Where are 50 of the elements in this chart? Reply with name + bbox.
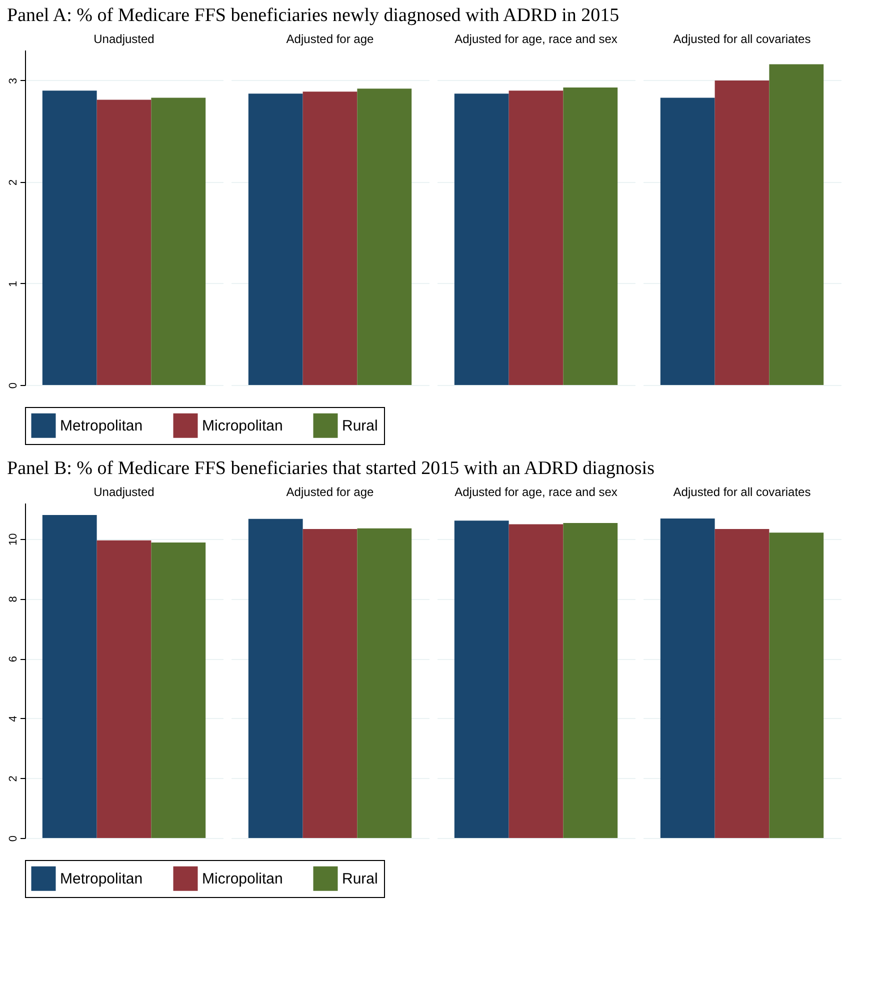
x-tick-label: Unadjusted (94, 32, 154, 46)
y-tick-label: 0 (8, 382, 20, 389)
legend-label: Rural (342, 418, 378, 435)
bar (769, 532, 824, 838)
x-tick-label: Adjusted for age (286, 485, 374, 499)
bar (563, 523, 618, 838)
x-tick-label: Adjusted for age (286, 32, 374, 46)
x-tick-label: Adjusted for all covariates (673, 32, 811, 46)
bar (96, 100, 152, 385)
bar (660, 518, 715, 838)
y-tick-label: 6 (8, 656, 20, 662)
bar (769, 64, 824, 385)
bar (660, 98, 715, 385)
bar (454, 520, 509, 838)
x-tick-label: Adjusted for age, race and sex (454, 32, 618, 46)
bar (508, 90, 564, 385)
bar (151, 98, 206, 385)
y-tick-label: 4 (8, 716, 20, 722)
y-tick-label: 8 (8, 596, 20, 602)
y-tick-label: 1 (8, 280, 20, 288)
bar (563, 88, 618, 385)
x-tick-label: Unadjusted (94, 485, 154, 499)
y-tick-label: 2 (8, 776, 20, 782)
bar (508, 524, 564, 838)
bar (357, 528, 412, 838)
bar (151, 542, 206, 838)
bar (302, 92, 358, 385)
chart-title: Panel A: % of Medicare FFS beneficiaries newly diagnosed with ADRD in 2015 (7, 5, 620, 26)
legend-label: Rural (342, 870, 378, 888)
y-tick-label: 2 (8, 179, 20, 186)
x-tick-label: Adjusted for all covariates (673, 485, 811, 499)
x-tick-label: Adjusted for age, race and sex (454, 485, 618, 499)
y-tick-label: 3 (8, 78, 20, 84)
bar (248, 518, 303, 838)
bar (42, 514, 97, 838)
legend-label: Metropolitan (60, 418, 143, 435)
legend-label: Micropolitan (202, 418, 283, 435)
bar (302, 529, 358, 838)
y-tick-label: 0 (8, 835, 20, 842)
bar (96, 540, 152, 838)
legend-label: Micropolitan (202, 870, 283, 888)
bar (454, 94, 509, 385)
bar (714, 529, 770, 838)
bar (357, 88, 412, 385)
bar (714, 80, 770, 385)
legend-label: Metropolitan (60, 870, 143, 888)
bar (248, 94, 303, 385)
y-tick-label: 10 (8, 533, 20, 546)
chart-title: Panel B: % of Medicare FFS beneficiaries that started 2015 with an ADRD diagnosis (7, 458, 654, 479)
bar (42, 90, 97, 385)
